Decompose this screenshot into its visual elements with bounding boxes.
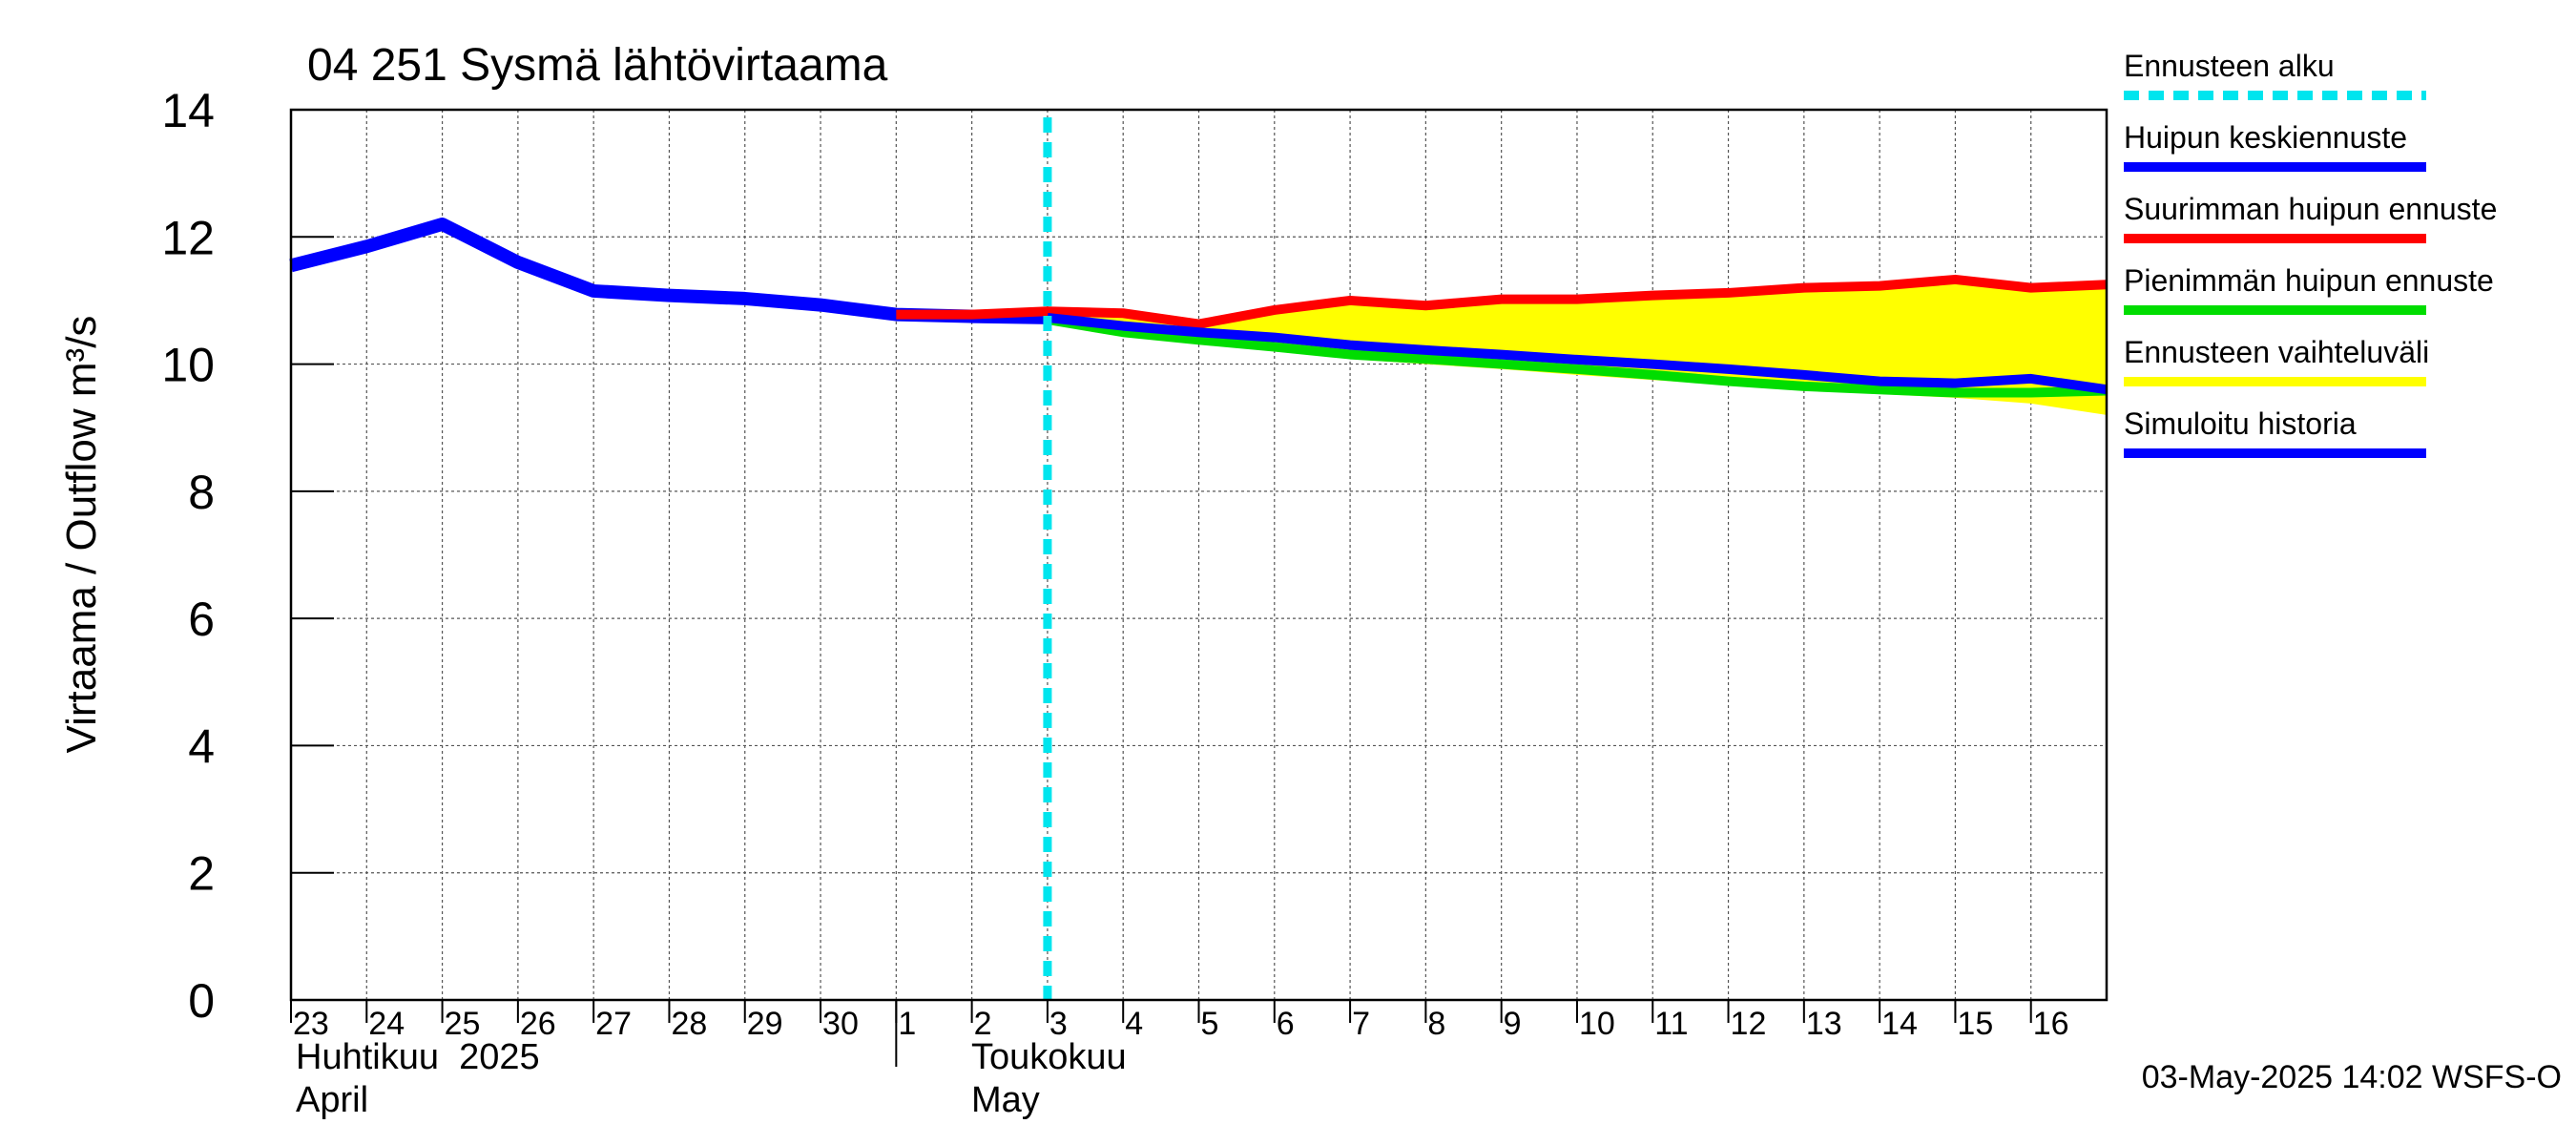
y-tick-label-14: 14 <box>161 84 215 137</box>
legend-label-3: Pienimmän huipun ennuste <box>2124 263 2494 298</box>
grid-lines <box>291 109 2107 1000</box>
x-tick-label-28: 28 <box>671 1006 707 1042</box>
x-tick-label-6: 6 <box>1277 1006 1295 1042</box>
x-tick-label-2: 2 <box>974 1006 992 1042</box>
legend-label-4: Ennusteen vaihteluväli <box>2124 335 2429 369</box>
y-tick-label-8: 8 <box>188 466 215 519</box>
x-tick-label-13: 13 <box>1806 1006 1842 1042</box>
x-tick-label-14: 14 <box>1881 1006 1918 1042</box>
y-tick-label-4: 4 <box>188 719 215 773</box>
month-label-may-en: May <box>971 1080 1040 1120</box>
y-tick-label-0: 0 <box>188 974 215 1028</box>
y-tick-labels: 0 2 4 6 8 10 12 14 <box>161 84 215 1028</box>
series-line-huipun-keskiennuste <box>1047 312 2108 395</box>
y-tick-label-10: 10 <box>161 339 215 392</box>
x-tick-label-7: 7 <box>1352 1006 1370 1042</box>
chart-title: 04 251 Sysmä lähtövirtaama <box>307 40 888 91</box>
month-label-may-fi: Toukokuu <box>971 1037 1127 1077</box>
legend-label-2: Suurimman huipun ennuste <box>2124 192 2497 226</box>
x-tick-label-25: 25 <box>445 1006 481 1042</box>
y-tick-label-12: 12 <box>161 211 215 264</box>
month-label-april-en: April <box>296 1080 368 1120</box>
series-layer <box>289 117 2108 1000</box>
legend-label-5: Simuloitu historia <box>2124 406 2357 441</box>
x-tick-label-9: 9 <box>1504 1006 1522 1042</box>
x-tick-label-23: 23 <box>293 1006 329 1042</box>
y-axis-label: Virtaama / Outflow m³/s <box>58 316 105 754</box>
x-tick-label-16: 16 <box>2033 1006 2069 1042</box>
x-tick-label-4: 4 <box>1125 1006 1143 1042</box>
legend-label-0: Ennusteen alku <box>2124 49 2335 83</box>
series-line-suurimman-huipun-ennuste <box>896 274 2108 329</box>
footer-timestamp: 03-May-2025 14:02 WSFS-O <box>2142 1059 2562 1095</box>
month-labels: Huhtikuu 2025 April Toukokuu May <box>296 1037 1127 1120</box>
month-label-april-fi: Huhtikuu 2025 <box>296 1037 540 1077</box>
x-tick-label-29: 29 <box>747 1006 783 1042</box>
y-tick-label-2: 2 <box>188 847 215 901</box>
x-tick-label-10: 10 <box>1579 1006 1615 1042</box>
x-tick-label-11: 11 <box>1654 1006 1688 1042</box>
legend: Ennusteen alku Huipun keskiennuste Suurimm… <box>2124 49 2497 458</box>
x-tick-label-5: 5 <box>1201 1006 1219 1042</box>
series-line-pienimm-n-huipun-ennuste <box>1047 314 2108 398</box>
x-tick-label-12: 12 <box>1731 1006 1767 1042</box>
x-tick-label-3: 3 <box>1049 1006 1068 1042</box>
x-tick-label-26: 26 <box>520 1006 556 1042</box>
x-tick-labels: 23 24 25 26 27 28 29 30 1 2 3 4 5 6 7 8 9 10 11 12 13 14 15 16 <box>293 1006 2069 1042</box>
x-tick-label-8: 8 <box>1427 1006 1445 1042</box>
x-tick-label-15: 15 <box>1957 1006 1993 1042</box>
x-tick-label-30: 30 <box>822 1006 859 1042</box>
plot-frame <box>289 108 2109 1067</box>
x-tick-label-1: 1 <box>898 1006 916 1042</box>
x-tick-label-24: 24 <box>368 1006 405 1042</box>
x-tick-label-27: 27 <box>595 1006 632 1042</box>
legend-label-1: Huipun keskiennuste <box>2124 120 2407 155</box>
y-tick-label-6: 6 <box>188 593 215 646</box>
